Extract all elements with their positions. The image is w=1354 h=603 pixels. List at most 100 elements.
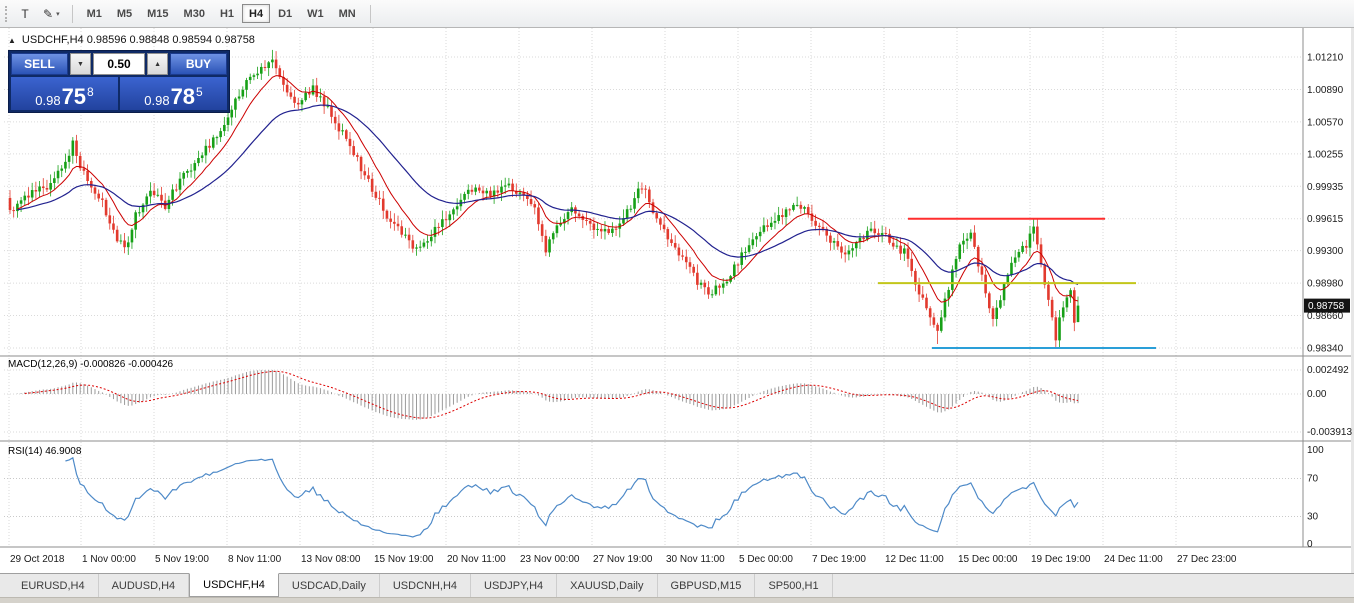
- macd-histogram: [13, 369, 1079, 420]
- svg-text:1 Nov 00:00: 1 Nov 00:00: [82, 554, 136, 565]
- svg-text:1.00570: 1.00570: [1307, 117, 1344, 128]
- volume-increase-button[interactable]: ▲: [147, 53, 168, 75]
- macd-signal-line: [24, 370, 1079, 419]
- chart-canvas[interactable]: 1.01210 1.00890 1.00570 1.00255 0.99935 0.996…: [0, 28, 1354, 573]
- chart-tab-usdchf-h4[interactable]: USDCHF,H4: [189, 573, 279, 597]
- text-tool-button[interactable]: T: [14, 4, 36, 24]
- pencil-icon: ✎: [43, 6, 54, 21]
- triangle-down-icon: ▼: [77, 60, 84, 68]
- timeframe-button-group: M1 M5 M15 M30 H1 H4 D1 W1 MN: [80, 4, 363, 23]
- sell-price-pipette: 8: [87, 85, 94, 99]
- chart-tab-usdcad-daily[interactable]: USDCAD,Daily: [279, 574, 380, 597]
- svg-text:29 Oct 2018: 29 Oct 2018: [10, 554, 65, 565]
- svg-text:100: 100: [1307, 445, 1324, 456]
- buy-price-display[interactable]: 0.98 78 5: [120, 77, 227, 110]
- svg-text:24 Dec 11:00: 24 Dec 11:00: [1104, 554, 1163, 565]
- svg-text:5 Dec 00:00: 5 Dec 00:00: [739, 554, 793, 565]
- svg-text:27 Dec 23:00: 27 Dec 23:00: [1177, 554, 1237, 565]
- timeframe-button-m5[interactable]: M5: [116, 7, 133, 20]
- svg-text:13 Nov 08:00: 13 Nov 08:00: [301, 554, 361, 565]
- drawing-tools-dropdown-button[interactable]: ✎ ▾: [38, 4, 65, 24]
- chart-tab-usdcnh-h4[interactable]: USDCNH,H4: [380, 574, 472, 597]
- chart-ohlc-text: USDCHF,H4 0.98596 0.98848 0.98594 0.9875…: [21, 34, 255, 46]
- one-click-trading-panel: SELL ▼ ▲ BUY 0.98 75 8 0.98 78 5: [8, 50, 230, 113]
- svg-text:12 Dec 11:00: 12 Dec 11:00: [885, 554, 944, 565]
- rsi-line: [65, 456, 1079, 538]
- rsi-grid: [4, 478, 1303, 517]
- chart-symbol-header: ▲ USDCHF,H4 0.98596 0.98848 0.98594 0.98…: [8, 34, 255, 46]
- macd-indicator-label: MACD(12,26,9) -0.000826 -0.000426: [8, 359, 174, 370]
- timeframe-button-m15[interactable]: M15: [147, 7, 169, 20]
- svg-text:1.00890: 1.00890: [1307, 85, 1344, 96]
- chart-tab-eurusd-h4[interactable]: EURUSD,H4: [8, 574, 99, 597]
- chart-tab-sp500-h1[interactable]: SP500,H1: [755, 574, 833, 597]
- svg-text:7 Dec 19:00: 7 Dec 19:00: [812, 554, 866, 565]
- svg-text:8 Nov 11:00: 8 Nov 11:00: [228, 554, 282, 565]
- ma-fast-line: [17, 75, 1079, 303]
- svg-text:1.00255: 1.00255: [1307, 149, 1344, 160]
- svg-text:70: 70: [1307, 474, 1319, 485]
- svg-text:23 Nov 00:00: 23 Nov 00:00: [520, 554, 580, 565]
- sell-button[interactable]: SELL: [11, 53, 68, 75]
- toolbar-separator: [71, 4, 73, 23]
- trend-lines[interactable]: [878, 217, 1156, 349]
- candlesticks: [8, 49, 1080, 349]
- svg-text:5 Nov 19:00: 5 Nov 19:00: [155, 554, 209, 565]
- chart-tab-bar: EURUSD,H4 AUDUSD,H4 USDCHF,H4 USDCAD,Daily U…: [0, 573, 1354, 597]
- chart-tab-xauusd-daily[interactable]: XAUUSD,Daily: [557, 574, 658, 597]
- timeframe-button-mn[interactable]: MN: [338, 7, 356, 20]
- time-axis[interactable]: 29 Oct 2018 1 Nov 00:00 5 Nov 19:00 8 Nov 1…: [10, 554, 1237, 565]
- svg-text:15 Dec 00:00: 15 Dec 00:00: [958, 554, 1018, 565]
- volume-decrease-button[interactable]: ▼: [70, 53, 91, 75]
- svg-text:0.98758: 0.98758: [1308, 301, 1345, 312]
- timeframe-button-d1[interactable]: D1: [278, 7, 293, 20]
- toolbar: T ✎ ▾ M1 M5 M15 M30 H1 H4 D1 W1 MN: [0, 0, 1354, 28]
- svg-text:0: 0: [1307, 539, 1313, 550]
- chart-window: 1.01210 1.00890 1.00570 1.00255 0.99935 0.996…: [0, 28, 1354, 573]
- moving-averages: [17, 75, 1079, 303]
- svg-text:0.98660: 0.98660: [1307, 311, 1344, 322]
- buy-button[interactable]: BUY: [170, 53, 227, 75]
- svg-text:0.98340: 0.98340: [1307, 344, 1344, 355]
- svg-text:0.98980: 0.98980: [1307, 279, 1344, 290]
- timeframe-button-w1[interactable]: W1: [307, 7, 324, 20]
- macd-scale[interactable]: 0.002492 0.00 -0.003913: [1307, 365, 1352, 438]
- timeframe-button-m1[interactable]: M1: [86, 7, 102, 20]
- chart-tab-gbpusd-m15[interactable]: GBPUSD,M15: [658, 574, 756, 597]
- svg-text:0.002492: 0.002492: [1307, 365, 1349, 376]
- chart-tab-audusd-h4[interactable]: AUDUSD,H4: [99, 574, 190, 597]
- svg-text:1.01210: 1.01210: [1307, 53, 1344, 64]
- timeframe-button-h1[interactable]: H1: [219, 7, 235, 20]
- ma-slow-line: [17, 104, 1079, 286]
- svg-text:15 Nov 19:00: 15 Nov 19:00: [374, 554, 434, 565]
- svg-text:30 Nov 11:00: 30 Nov 11:00: [666, 554, 725, 565]
- current-price-badge: 0.98758: [1304, 298, 1350, 313]
- chevron-down-icon: ▾: [56, 10, 60, 18]
- svg-text:27 Nov 19:00: 27 Nov 19:00: [593, 554, 653, 565]
- svg-text:19 Dec 19:00: 19 Dec 19:00: [1031, 554, 1091, 565]
- price-scale[interactable]: 1.01210 1.00890 1.00570 1.00255 0.99935 0.996…: [1307, 53, 1344, 355]
- timeframe-button-m30[interactable]: M30: [183, 7, 205, 20]
- timeframe-button-h4[interactable]: H4: [242, 4, 271, 23]
- svg-text:0.00: 0.00: [1307, 389, 1327, 400]
- svg-text:0.99935: 0.99935: [1307, 182, 1344, 193]
- buy-price-pipette: 5: [196, 85, 203, 99]
- toolbar-separator: [369, 4, 371, 23]
- window-bottom-edge: [0, 597, 1354, 603]
- svg-text:20 Nov 11:00: 20 Nov 11:00: [447, 554, 506, 565]
- triangle-up-icon: ▲: [154, 60, 161, 68]
- svg-text:0.99300: 0.99300: [1307, 246, 1344, 257]
- buy-price-pips: 78: [170, 84, 196, 110]
- toolbar-grip[interactable]: [5, 5, 8, 22]
- collapse-arrow-icon[interactable]: ▲: [8, 35, 16, 45]
- buy-price-base: 0.98: [144, 93, 170, 108]
- svg-text:30: 30: [1307, 512, 1319, 523]
- sell-price-pips: 75: [61, 84, 87, 110]
- text-tool-icon: T: [21, 6, 29, 21]
- sell-price-display[interactable]: 0.98 75 8: [11, 77, 118, 110]
- rsi-scale[interactable]: 100 70 30 0: [1307, 445, 1324, 550]
- panel-separators[interactable]: [0, 28, 1354, 573]
- chart-tab-usdjpy-h4[interactable]: USDJPY,H4: [471, 574, 558, 597]
- rsi-indicator-label: RSI(14) 46.9008: [8, 446, 82, 457]
- volume-input[interactable]: [92, 53, 146, 75]
